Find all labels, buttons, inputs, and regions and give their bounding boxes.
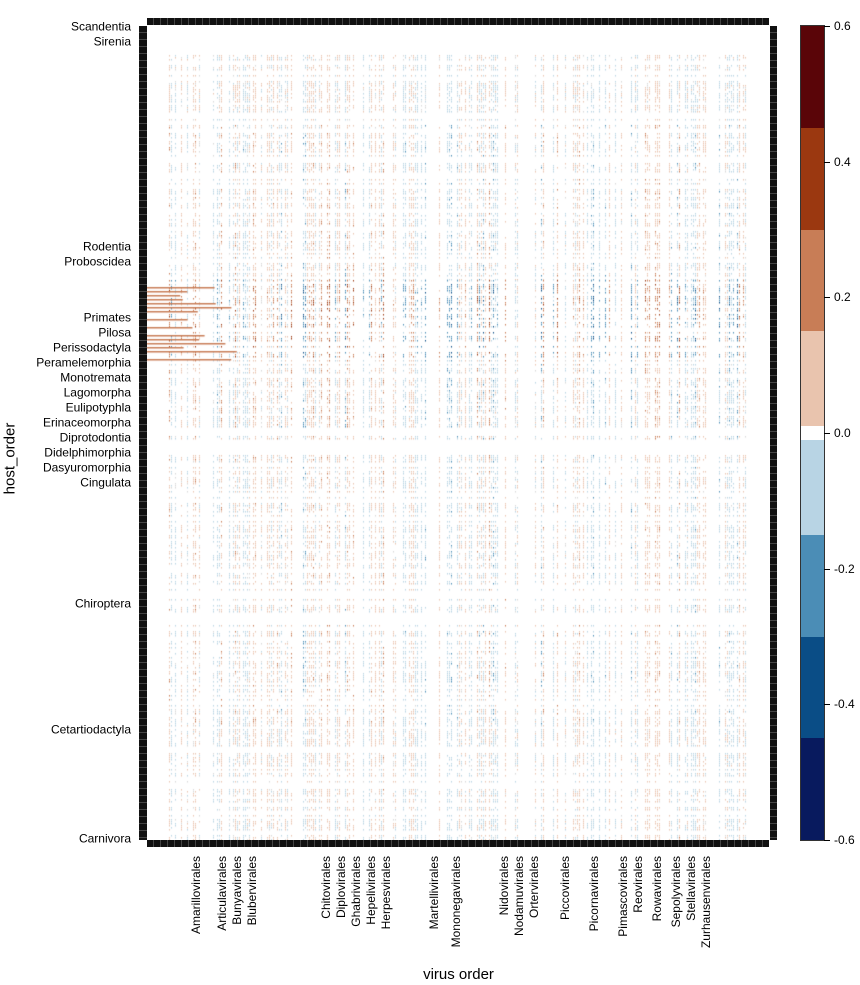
x-tick-label: Hepelivirales [364,856,378,925]
x-tick-label: Piccovirales [558,856,572,921]
y-tick-label: Cetartiodactyla [50,722,131,737]
colorbar-tick [824,433,830,434]
y-tick-label: Sirenia [93,34,131,49]
colorbar-tick [824,161,830,163]
colorbar-swatch [801,439,824,535]
colorbar-tick [824,297,830,299]
colorbar-swatch [801,738,824,840]
y-tick-label: Primates [83,310,131,325]
y-tick-label: Eulipotyphla [65,400,131,415]
colorbar-swatch [801,534,824,637]
x-axis-title: virus order [423,966,494,983]
x-tick-label: Martellivirales [427,856,441,930]
colorbar-tick [824,704,830,706]
x-tick-label: Nodamuvirales [512,856,526,937]
x-tick-label: Ghabrivirales [349,856,363,927]
y-tick-label: Perissodactyla [52,340,131,355]
x-tick-label: Articulavirales [215,856,229,931]
colorbar-swatch [801,26,824,128]
y-tick-label: Pilosa [98,325,131,340]
y-tick-label: Didelphimorphia [44,445,131,460]
y-tick-label: Lagomorpha [63,385,131,400]
colorbar-tick [824,840,830,841]
colorbar-tick-label: -0.2 [834,561,855,576]
x-tick-label: Pimascovirales [616,856,630,937]
colorbar-tick-label: 0.2 [834,290,851,305]
x-tick-label: Blubervirales [245,856,259,926]
colorbar-tick-label: 0.0 [834,426,851,440]
colorbar-swatch [801,127,824,230]
colorbar-tick-label: 0.6 [834,19,851,33]
x-tick-label: Chitovirales [319,856,333,919]
x-tick-label: Mononegavirales [449,856,463,948]
colorbar-tick [824,26,830,27]
x-tick-label: Ortervirales [527,856,541,919]
x-tick-label: Stellavirales [684,856,698,921]
x-tick-label: Picornavirales [587,856,601,932]
heatmap-cells [147,25,770,840]
colorbar-tick-label: -0.6 [834,833,855,847]
colorbar-tick [824,568,830,570]
y-tick-label: Dasyuromorphia [42,460,131,475]
right-axis-ticks [770,26,777,840]
colorbar-swatch [801,636,824,739]
y-tick-label: Erinaceomorpha [42,415,131,430]
y-tick-label: Monotremata [60,370,131,385]
left-axis-ticks [139,26,147,840]
y-tick-label: Scandentia [70,19,131,34]
y-tick-label: Cingulata [80,475,131,490]
colorbar-tick-label: 0.4 [834,154,851,169]
x-tick-label: Amarillovirales [189,856,203,935]
x-tick-label: Sepolyvirales [669,856,683,928]
x-tick-label: Reovirales [631,856,645,913]
colorbar-swatch [801,426,824,440]
x-tick-label: Nidovirales [497,856,511,916]
y-tick-label: Proboscidea [64,254,131,269]
x-tick-label: Rowavirales [650,856,664,922]
y-tick-label: Carnivora [78,831,131,846]
x-tick-label: Bunyavirales [230,856,244,925]
x-tick-label: Diplovirales [334,856,348,919]
top-axis-ticks [147,18,769,25]
x-tick-label: Zurhausenvirales [699,856,713,949]
y-tick-label: Peramelemorphia [36,355,131,370]
y-tick-label: Chiroptera [74,596,131,611]
y-axis-title: host_order [1,422,19,495]
bottom-axis-ticks [147,840,769,847]
colorbar-border [800,25,825,841]
colorbar-tick-label: -0.4 [834,697,855,712]
y-tick-label: Diprotodontia [59,430,131,445]
colorbar-swatch [801,229,824,332]
x-tick-label: Herpesvirales [379,856,393,930]
colorbar-swatch [801,331,824,427]
y-tick-label: Rodentia [82,239,131,254]
